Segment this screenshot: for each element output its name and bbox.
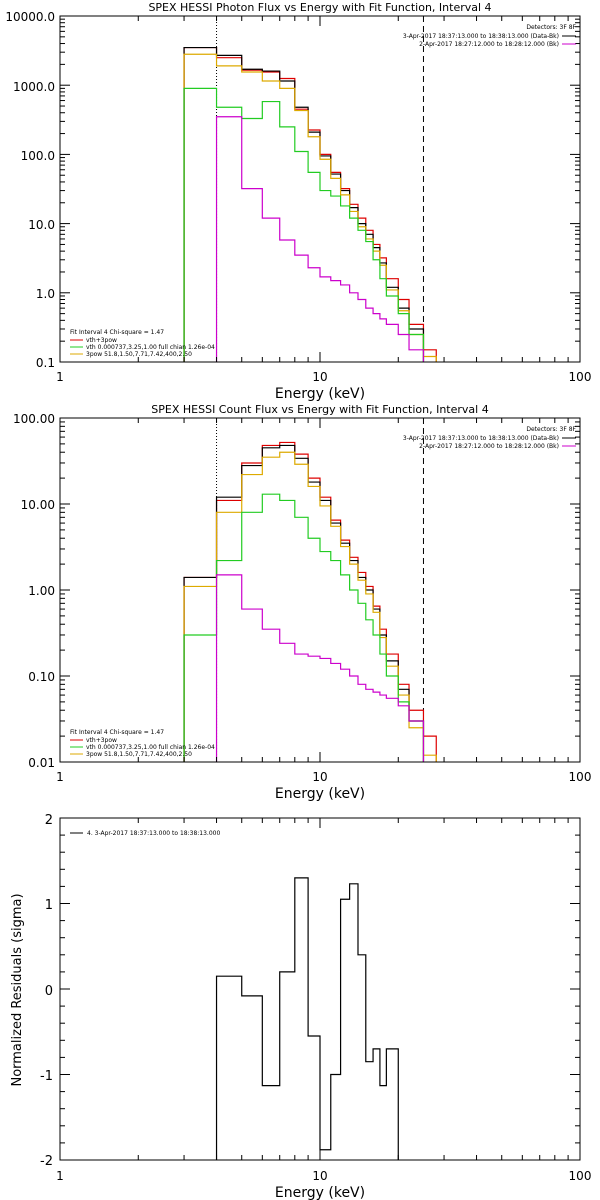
series-line-black	[183, 444, 425, 762]
legend-fit-header: Fit Interval 4 Chi-square = 1.47	[70, 329, 164, 336]
series-line-green	[183, 87, 425, 362]
count-plot-area	[183, 418, 437, 762]
series-line-green	[183, 493, 425, 762]
residuals-y-axis-label: Normalized Residuals (sigma)	[10, 893, 25, 1086]
residuals-ytick-label: 1	[45, 898, 53, 913]
series-line-yellow	[183, 53, 437, 362]
count-ytick-label: 0.10	[28, 670, 55, 684]
residuals-ytick-label: -1	[40, 1069, 53, 1084]
residuals-ytick-label: 2	[45, 813, 53, 828]
legend-header: Detectors: 3F 8F	[526, 24, 576, 31]
series-line-yellow	[183, 451, 437, 762]
photon-flux-panel: SPEX HESSI Photon Flux vs Energy with Fi…	[5, 1, 591, 402]
legend-entry-text: vth 0.000737,3.25,1.00 full chian 1.26e-…	[86, 744, 215, 751]
photon-axis-ticks	[60, 15, 580, 363]
count-axis-ticks	[60, 417, 580, 763]
photon-xtick-label: 1	[56, 370, 64, 384]
count-flux-panel: SPEX HESSI Count Flux vs Energy with Fit…	[13, 403, 591, 802]
photon-ytick-label: 10000.0	[5, 10, 55, 24]
photon-ytick-label: 1000.0	[13, 80, 55, 94]
photon-xtick-label: 100	[569, 370, 592, 384]
count-chart-title: SPEX HESSI Count Flux vs Energy with Fit…	[151, 403, 488, 416]
count-axes-frame	[59, 417, 581, 763]
photon-ytick-label: 0.1	[36, 356, 55, 370]
photon-ytick-label: 10.0	[28, 218, 55, 232]
photon-chart-title: SPEX HESSI Photon Flux vs Energy with Fi…	[148, 1, 491, 14]
residuals-legend: 4. 3-Apr-2017 18:37:13.000 to 18:38:13.0…	[70, 830, 220, 837]
series-line-red	[183, 441, 437, 762]
count-ytick-label: 0.01	[28, 756, 55, 770]
legend-entry-text: 3-Apr-2017 18:37:13.000 to 18:38:13.000 …	[403, 435, 559, 442]
residuals-x-axis-label: Energy (keV)	[275, 1185, 365, 1200]
residuals-xtick-label: 10	[312, 1169, 327, 1183]
residuals-xtick-label: 1	[56, 1169, 64, 1183]
photon-ytick-label: 100.0	[21, 149, 55, 163]
series-line-red	[183, 46, 437, 362]
count-xtick-label: 1	[56, 770, 64, 784]
count-xtick-label: 100	[569, 770, 592, 784]
count-x-axis-label: Energy (keV)	[275, 786, 365, 802]
count-legend-bottom-left: Fit Interval 4 Chi-square = 1.47 vth+3po…	[70, 729, 215, 758]
legend-header: Detectors: 3F 8F	[526, 426, 576, 433]
count-xtick-label: 10	[312, 770, 327, 784]
count-legend-top-right: Detectors: 3F 8F 3-Apr-2017 18:37:13.000…	[403, 426, 577, 450]
photon-plot-area	[183, 16, 437, 362]
legend-entry-text: 3pow 51.8,1.50,7.71,7.42,400,2.50	[86, 351, 192, 358]
series-line-black	[215, 877, 399, 1160]
legend-entry-text: vth+3pow	[86, 737, 117, 744]
legend-entry-text: vth 0.000737,3.25,1.00 full chian 1.26e-…	[86, 344, 215, 351]
photon-ytick-label: 1.0	[36, 287, 55, 301]
series-line-magenta	[215, 574, 425, 762]
photon-xtick-label: 10	[312, 370, 327, 384]
legend-entry-text: 3pow 51.8,1.50,7.71,7.42,400,2.50	[86, 751, 192, 758]
residuals-xtick-label: 100	[569, 1169, 592, 1183]
residuals-ytick-label: -2	[40, 1154, 53, 1169]
series-line-black	[183, 46, 425, 362]
photon-x-axis-label: Energy (keV)	[275, 386, 365, 402]
residuals-axis-ticks	[60, 817, 580, 1161]
count-ytick-label: 100.00	[13, 412, 55, 426]
residuals-panel: 2 1 0 -1 -2 1 10 100 Energy (keV) Normal…	[10, 813, 591, 1200]
legend-entry-text: 2-Apr-2017 18:27:12.000 to 18:28:12.000 …	[419, 41, 559, 48]
photon-legend-bottom-left: Fit Interval 4 Chi-square = 1.47 vth+3po…	[70, 329, 215, 358]
series-line-magenta	[215, 116, 425, 362]
photon-legend-top-right: Detectors: 3F 8F 3-Apr-2017 18:37:13.000…	[403, 24, 577, 48]
legend-entry-text: vth+3pow	[86, 337, 117, 344]
residuals-ytick-label: 0	[45, 984, 53, 999]
count-ytick-label: 10.00	[21, 498, 55, 512]
legend-entry-text: 4. 3-Apr-2017 18:37:13.000 to 18:38:13.0…	[87, 830, 220, 837]
residuals-plot-area	[215, 877, 399, 1160]
legend-entry-text: 3-Apr-2017 18:37:13.000 to 18:38:13.000 …	[403, 33, 559, 40]
count-ytick-label: 1.00	[28, 584, 55, 598]
legend-fit-header: Fit Interval 4 Chi-square = 1.47	[70, 729, 164, 736]
legend-entry-text: 2-Apr-2017 18:27:12.000 to 18:28:12.000 …	[419, 443, 559, 450]
